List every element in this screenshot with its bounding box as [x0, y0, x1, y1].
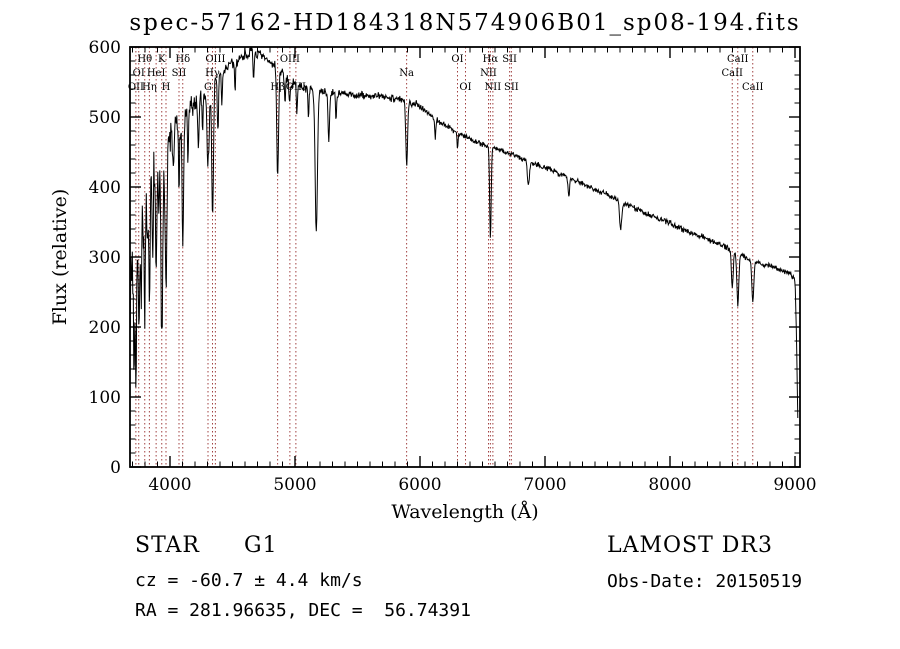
- x-tick-label: 8000: [648, 475, 691, 495]
- spectral-line-label: CaII: [721, 68, 743, 79]
- spectral-line-label: G: [204, 82, 212, 93]
- x-tick-label: 5000: [273, 475, 316, 495]
- spectral-line-label: NII: [480, 68, 497, 79]
- spectral-line-label: OI: [451, 54, 463, 65]
- y-tick-label: 0: [110, 458, 121, 478]
- object-class-label: STAR: [135, 533, 200, 558]
- x-tick-label: 6000: [398, 475, 441, 495]
- object-classification: STAR G1: [135, 533, 278, 558]
- spectral-line-label: OIII: [205, 54, 225, 65]
- x-tick-label: 9000: [773, 475, 816, 495]
- spectral-line-label: K: [158, 54, 166, 65]
- spectral-line-label: OII: [128, 82, 144, 93]
- radial-velocity-line: cz = -60.7 ± 4.4 km/s: [135, 570, 363, 591]
- object-subclass-label: G1: [244, 533, 278, 558]
- spectral-line-label: Hη: [142, 82, 157, 93]
- spectral-line-label: SII: [504, 82, 519, 93]
- plot-title: spec-57162-HD184318N574906B01_sp08-194.f…: [129, 10, 800, 36]
- y-axis-label: Flux (relative): [49, 189, 71, 326]
- spectral-line-label: OI: [133, 68, 145, 79]
- y-tick-label: 600: [89, 38, 121, 58]
- obs-date-line: Obs-Date: 20150519: [607, 571, 803, 592]
- survey-release-label: LAMOST DR3: [607, 533, 773, 558]
- spectral-line-label: Hα: [483, 54, 499, 65]
- spectral-line-label: OIII: [280, 54, 300, 65]
- x-tick-label: 4000: [148, 475, 191, 495]
- spectral-line-label: CaII: [727, 54, 749, 65]
- spectrum-trace: [130, 47, 799, 419]
- x-tick-label: 7000: [523, 475, 566, 495]
- spectral-line-label: OIII: [286, 82, 306, 93]
- spectral-line-label: Hθ: [137, 54, 152, 65]
- spectral-line-label: Hδ: [175, 54, 190, 65]
- y-tick-label: 100: [89, 388, 121, 408]
- y-tick-label: 500: [89, 108, 121, 128]
- spectral-line-label: SII: [502, 54, 517, 65]
- spectral-line-label: Na: [399, 68, 414, 79]
- spectral-line-label: H: [162, 82, 171, 93]
- spectral-line-label: Hγ: [205, 68, 220, 79]
- y-tick-label: 200: [89, 318, 121, 338]
- spectral-line-label: Hβ: [270, 82, 285, 93]
- spectral-line-label: SII: [172, 68, 187, 79]
- spectral-line-label: OI: [459, 82, 471, 93]
- y-tick-label: 400: [89, 178, 121, 198]
- spectral-line-label: CaII: [742, 82, 764, 93]
- y-tick-label: 300: [89, 248, 121, 268]
- spectral-line-label: HeI: [147, 68, 166, 79]
- ra-dec-line: RA = 281.96635, DEC = 56.74391: [135, 600, 471, 621]
- spectral-line-label: NII: [485, 82, 502, 93]
- x-axis-label: Wavelength (Å): [391, 501, 538, 523]
